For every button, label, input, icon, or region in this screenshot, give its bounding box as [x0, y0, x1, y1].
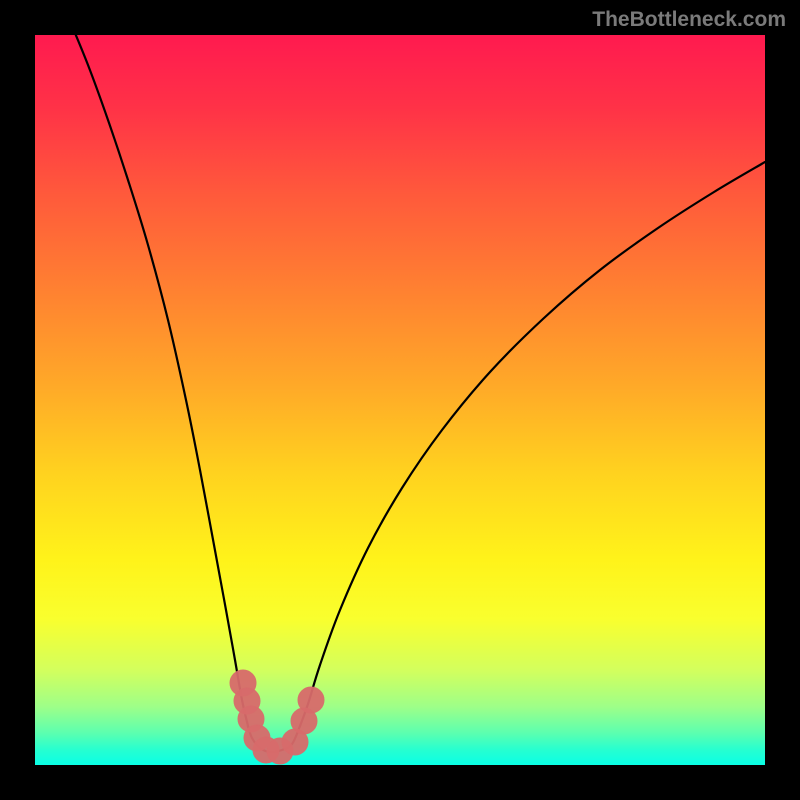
watermark-text: TheBottleneck.com: [592, 8, 786, 32]
curve-marker: [298, 687, 324, 713]
bottleneck-curve-chart: [0, 0, 800, 800]
chart-gradient-background: [35, 35, 765, 765]
